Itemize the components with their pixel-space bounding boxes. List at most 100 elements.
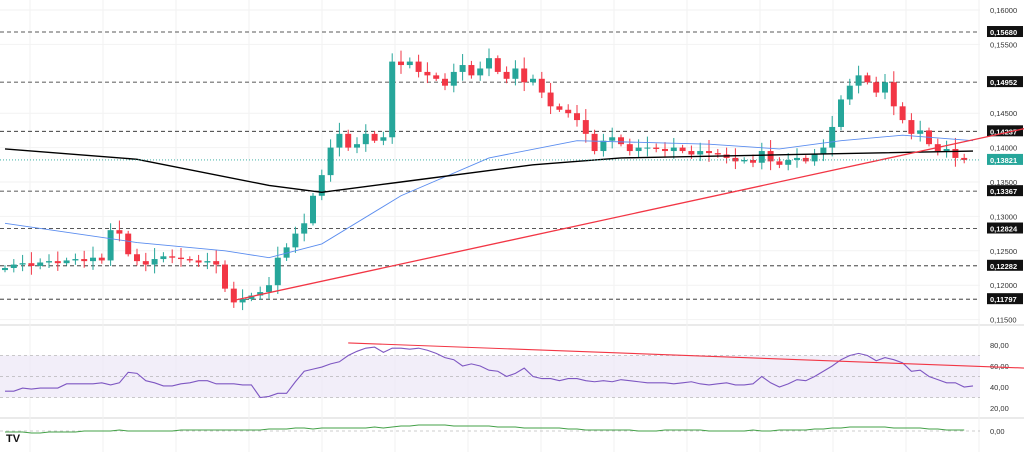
candle-body — [450, 71, 457, 86]
level-label: 0,14237 — [990, 127, 1017, 136]
level-label: 0,14952 — [990, 78, 1017, 87]
candle-body — [846, 85, 853, 100]
candle-body — [2, 268, 8, 271]
candle-body — [670, 147, 677, 152]
candle-body — [362, 133, 369, 145]
candle-body — [63, 260, 70, 264]
candle-body — [345, 133, 352, 148]
candle-body — [917, 130, 924, 134]
candle-body — [582, 120, 589, 134]
candle-body — [107, 230, 114, 261]
price-axis-tick: 0,13500 — [990, 178, 1017, 187]
candle-body — [565, 109, 572, 114]
candle-body — [204, 261, 211, 263]
candle-body — [134, 254, 140, 262]
candle-body — [160, 256, 167, 260]
candle-body — [19, 263, 26, 265]
candle-body — [626, 144, 633, 152]
candle-body — [890, 82, 897, 107]
price-axis-tick: 0,14500 — [990, 109, 1017, 118]
candle-body — [600, 140, 607, 152]
candle-body — [741, 159, 748, 162]
candle-body — [486, 58, 492, 69]
candle-body — [767, 151, 774, 162]
price-axis-tick: 0,11500 — [990, 316, 1017, 325]
candle-body — [248, 295, 255, 299]
level-label: 0,13367 — [990, 187, 1017, 196]
candle-body — [371, 133, 378, 141]
candle-body — [503, 71, 510, 79]
price-axis-tick: 0,12500 — [990, 247, 1017, 256]
candle-body — [811, 154, 818, 162]
candle-body — [547, 92, 554, 107]
rsi-line — [5, 346, 974, 399]
rsi-axis-tick: 20,00 — [990, 404, 1009, 413]
candle-body — [433, 75, 440, 79]
level-tag — [987, 259, 1023, 271]
trendline — [233, 128, 1024, 301]
candle-body — [899, 106, 906, 121]
candle-body — [512, 68, 519, 79]
candle-body — [697, 151, 704, 155]
candle-body — [10, 264, 17, 268]
candle-body — [864, 75, 871, 83]
candle-body — [142, 261, 149, 265]
rsi-band — [0, 355, 980, 398]
candle-body — [644, 147, 651, 149]
candle-body — [415, 61, 422, 72]
candle-body — [855, 75, 862, 86]
level-tag — [987, 185, 1023, 197]
candle-body — [90, 257, 96, 262]
candle-body — [785, 159, 792, 165]
tradingview-logo: TV — [6, 433, 21, 445]
rsi-trendline — [348, 342, 1024, 369]
candle-body — [538, 78, 545, 93]
candle-body — [635, 147, 642, 152]
candle-body — [442, 78, 448, 86]
candle-body — [802, 157, 809, 162]
level-tag — [987, 76, 1023, 88]
candle-body — [266, 285, 272, 293]
candle-body — [609, 137, 616, 141]
candle-body — [151, 259, 158, 265]
candle-body — [882, 82, 888, 93]
candle-body — [556, 106, 563, 110]
candle-body — [274, 257, 281, 286]
level-label: 0,11797 — [990, 295, 1017, 304]
candle-body — [178, 257, 184, 260]
level-tag — [987, 26, 1023, 38]
candle-body — [943, 148, 950, 152]
candle-body — [591, 133, 598, 152]
candle-body — [125, 233, 132, 255]
candle-body — [301, 223, 308, 234]
candle-body — [318, 175, 325, 196]
candle-body — [195, 260, 202, 263]
candle-body — [961, 157, 968, 160]
candle-body — [354, 144, 360, 148]
candle-body — [81, 259, 88, 262]
moving-average-long — [4, 148, 974, 194]
candle-body — [468, 65, 475, 76]
candle-body — [662, 148, 668, 152]
level-label: 0,15680 — [990, 28, 1017, 37]
candle-body — [838, 99, 844, 127]
candle-body — [494, 58, 501, 72]
current-price-tag — [987, 153, 1023, 165]
candle-body — [873, 82, 880, 93]
price-axis-tick: 0,15500 — [990, 40, 1017, 49]
candle-body — [794, 157, 800, 160]
candle-body — [653, 147, 660, 149]
candle-body — [477, 68, 484, 76]
candle-body — [829, 126, 836, 148]
candle-body — [714, 153, 721, 155]
price-axis-tick: 0,13000 — [990, 212, 1017, 221]
rsi-axis-tick: 60,00 — [990, 362, 1009, 371]
price-axis-tick: 0,14000 — [990, 144, 1017, 153]
candle-body — [574, 113, 580, 121]
candle-body — [230, 288, 237, 303]
candle-body — [336, 133, 343, 148]
candle-body — [820, 147, 827, 155]
candle-body — [679, 147, 686, 152]
